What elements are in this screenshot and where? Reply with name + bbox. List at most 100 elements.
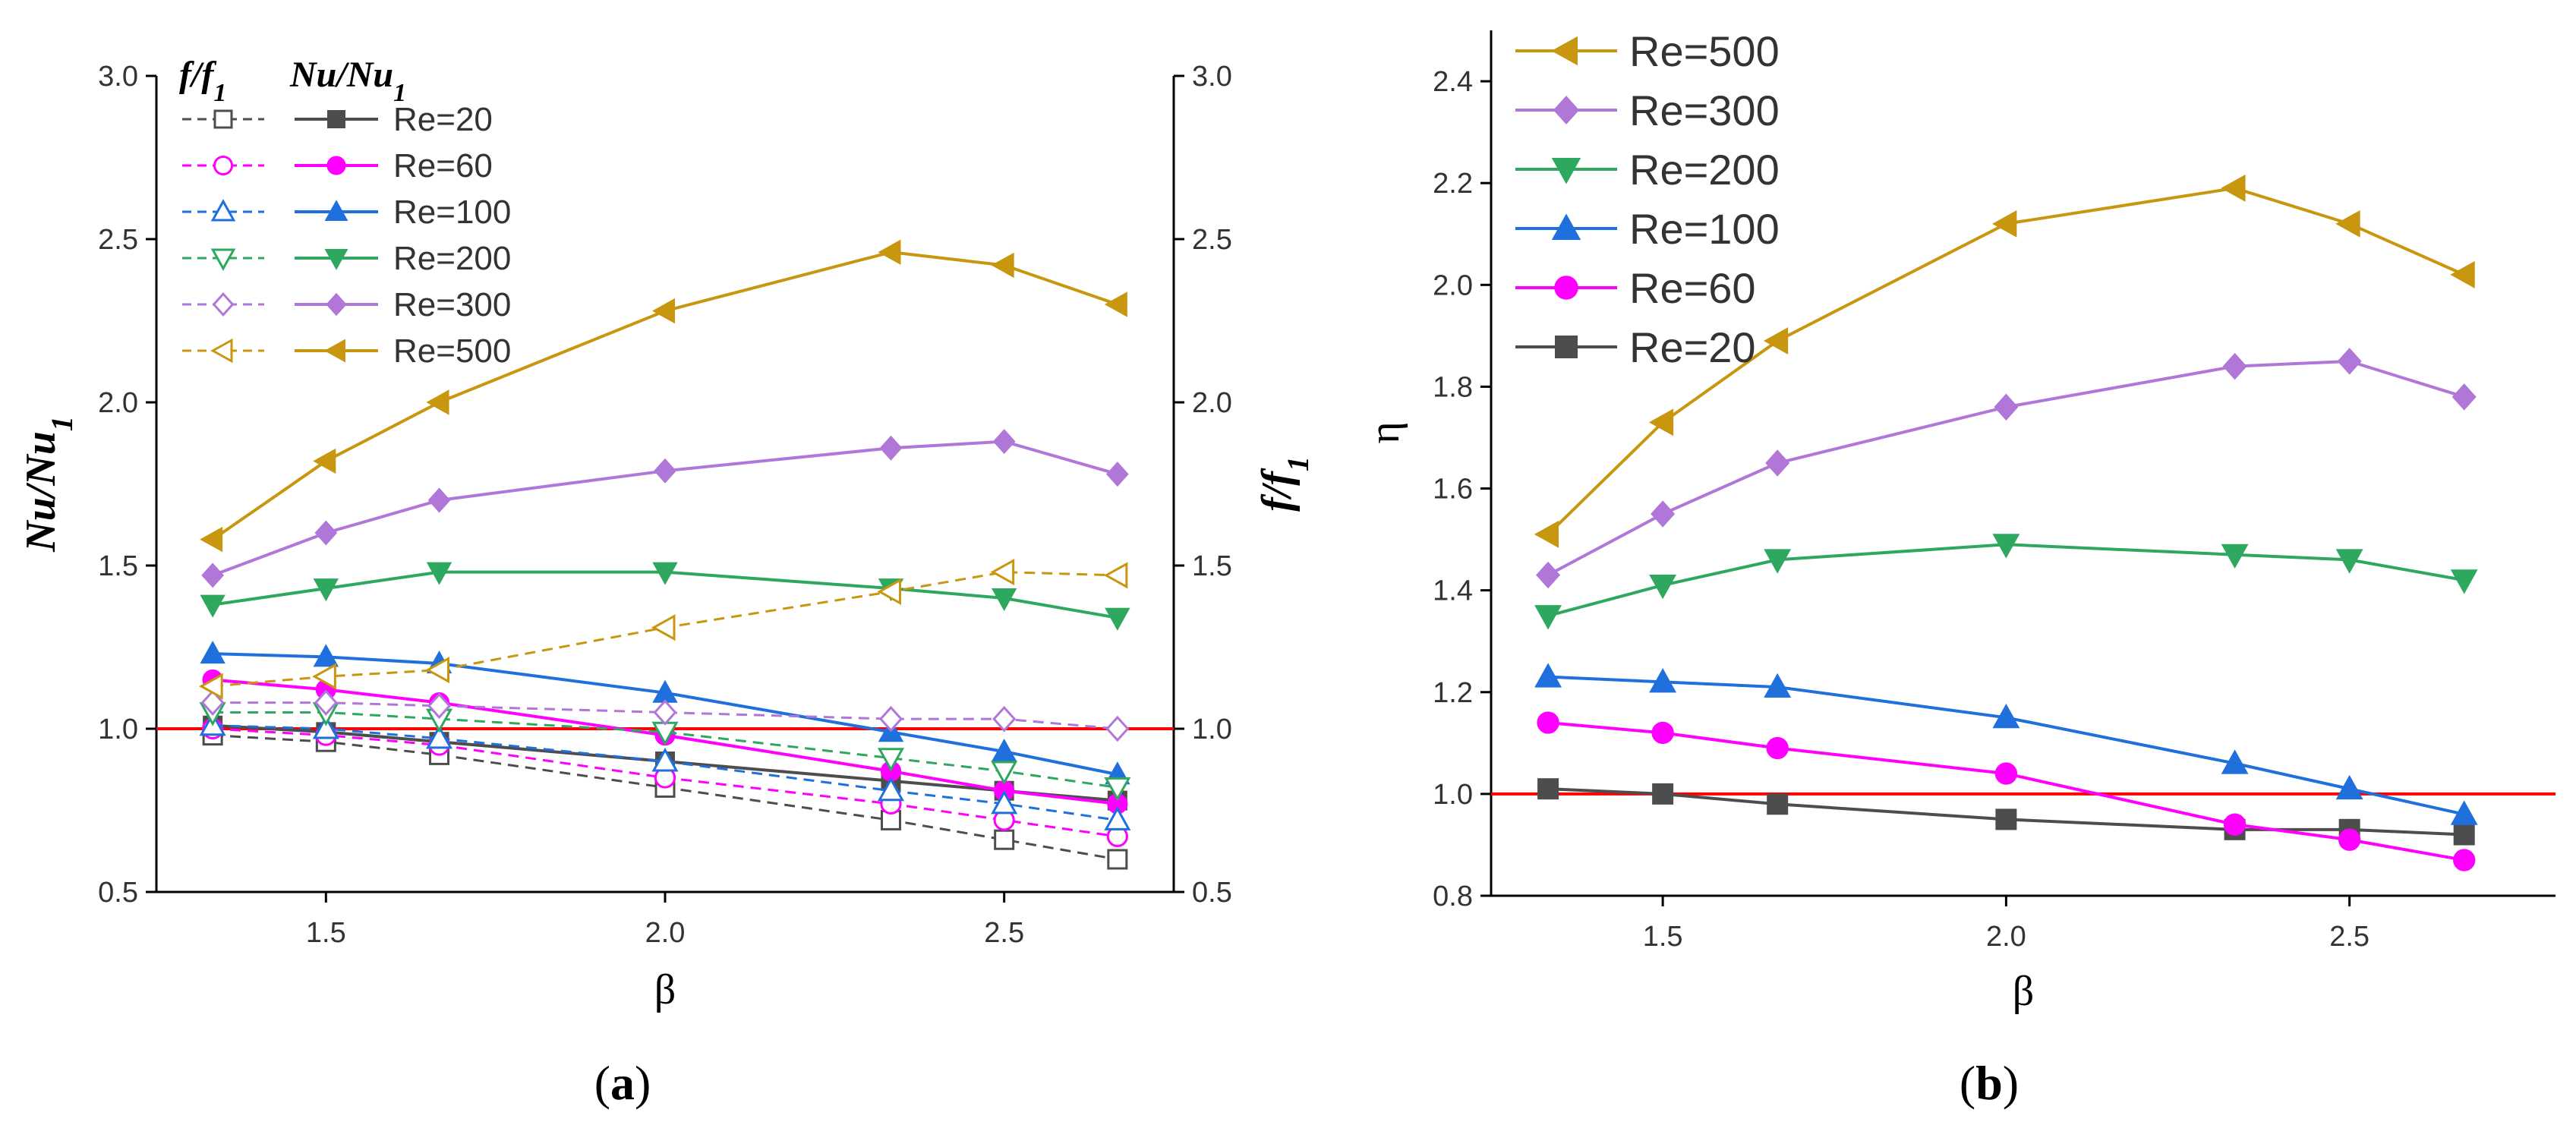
panel-a-point-f: [991, 789, 1018, 815]
panel-a-point-f: [877, 777, 905, 802]
panel-a-x-tick-label: 1.5: [306, 917, 346, 949]
panel-a-legend-label: Re=60: [393, 147, 493, 184]
panel-b-point: [2223, 813, 2247, 836]
panel-a-legend-label: Re=300: [393, 286, 511, 323]
panel-b-point: [2453, 824, 2475, 846]
panel-a-legend-marker-nu: [327, 110, 345, 128]
panel-a-point-nu: [426, 562, 452, 585]
panel-b-point: [1649, 668, 1677, 693]
panel-b-point: [1767, 793, 1789, 815]
panel-a-point-nu: [1106, 462, 1129, 487]
panel-b-point: [2221, 749, 2249, 774]
panel-b-point: [1763, 327, 1789, 355]
panel-a-point-nu: [991, 252, 1014, 279]
panel-a-point-f: [992, 705, 1017, 733]
panel-b-point: [2335, 549, 2363, 574]
panel-b-point: [2337, 348, 2362, 375]
panel-a-point-f: [878, 705, 903, 733]
panel-b-point: [1994, 393, 2019, 421]
panel-b-point: [1534, 605, 1562, 630]
panel-a-point-f: [427, 692, 452, 720]
panel-b-point: [2451, 383, 2477, 411]
panel-b-point: [1766, 736, 1789, 760]
panel-a-point-nu: [1104, 291, 1127, 317]
panel-a-x-title: β: [654, 966, 676, 1013]
panel-a-point-f: [314, 689, 338, 716]
panel-b-point: [1764, 549, 1792, 574]
panel-a-legend-header-f: f/f1: [179, 55, 226, 107]
panel-b: 0.8 1.0 1.2 1.4 1.6 1.8 2.0 2.2 2.4 1.5 2.0 2.5 β η Re…: [1361, 27, 2556, 1015]
panel-b-point: [2338, 828, 2361, 851]
panel-a-point-nu: [314, 520, 338, 546]
panel-b-y-tick-label: 0.8: [1433, 881, 1473, 912]
panel-a-point-f: [425, 657, 450, 684]
panel-b-x-tick-label: 1.5: [1643, 921, 1683, 953]
panel-a-point-f: [425, 724, 453, 749]
panel-a-x-tick-label: 2.0: [645, 917, 686, 949]
panel-b-y-tick-label: 2.4: [1433, 66, 1473, 98]
panel-a-legend-marker-nu: [324, 200, 348, 221]
panel-a-left-tick-label: 1.0: [98, 714, 138, 745]
panel-b-point: [1764, 673, 1792, 698]
panel-b-y-tick-label: 2.2: [1433, 168, 1473, 200]
panel-b-legend-marker: [1555, 336, 1578, 358]
panel-a-label: (a): [594, 1056, 651, 1110]
panel-b-point: [1537, 711, 1559, 734]
panel-a-point-nu: [200, 641, 225, 664]
panel-a-point-nu: [313, 448, 336, 474]
panel-a-point-f: [1107, 849, 1128, 870]
panel-b-label: (b): [1960, 1056, 2019, 1110]
panel-a-legend-label: Re=100: [393, 194, 511, 231]
panel-a-point-f: [877, 748, 905, 772]
panel-b-legend-marker: [1551, 213, 1581, 240]
panel-a-legend-marker-f: [213, 155, 234, 176]
panel-b-y-tick-label: 1.4: [1433, 575, 1473, 607]
panel-b-legend-marker: [1553, 96, 1580, 124]
panel-b-x-title: β: [2013, 968, 2035, 1015]
panel-a-point-f: [653, 699, 677, 726]
panel-b-y-title: η: [1361, 421, 1408, 443]
panel-b-point: [2450, 800, 2478, 825]
panel-b-point: [2453, 849, 2476, 871]
panel-a-point-nu: [200, 526, 223, 553]
panel-a-legend-label: Re=20: [393, 101, 493, 138]
panel-a-point-nu: [878, 239, 901, 265]
panel-a-point-nu: [313, 644, 339, 667]
panel-b-letter: b: [1975, 1056, 2003, 1110]
panel-b-legend-marker: [1551, 36, 1578, 66]
panel-a-point-f: [1103, 562, 1128, 589]
panel-a-x-tick-label: 2.5: [984, 917, 1024, 949]
panel-a-y-title-left: Nu/Nu1: [17, 416, 79, 553]
panel-a-point-f: [651, 747, 679, 772]
panel-a-point-nu: [1105, 607, 1130, 631]
panel-a-point-nu: [200, 594, 225, 618]
panel-a-point-f: [199, 673, 223, 700]
panel-a-left-tick-label: 0.5: [98, 877, 138, 909]
panel-a-point-f: [651, 614, 676, 641]
panel-a-legend-marker-f: [212, 292, 235, 317]
panel-b-point: [1992, 210, 2017, 238]
panel-b-legend-label: Re=60: [1629, 264, 1756, 312]
panel-a-point-f: [991, 761, 1018, 785]
panel-b-point: [1992, 534, 2020, 559]
panel-a-point-nu: [201, 562, 224, 588]
panel-a-point-f: [994, 829, 1015, 850]
panel-b-y-tick-label: 1.8: [1433, 371, 1473, 403]
panel-b-point: [2221, 174, 2246, 202]
panel-b-plot-area: [1534, 174, 2478, 871]
panel-b-point: [2450, 569, 2478, 594]
panel-a-left-tick-label: 2.5: [98, 224, 138, 256]
panel-b-y-tick-label: 1.0: [1433, 779, 1473, 811]
panel-b-y-tick-label: 1.2: [1433, 677, 1473, 709]
panel-a-point-nu: [992, 429, 1016, 455]
panel-a-left-tick-label: 1.5: [98, 550, 138, 582]
panel-b-point: [1536, 561, 1561, 589]
panel-b-point: [2222, 352, 2247, 380]
panel-a-legend-marker-f: [210, 199, 236, 222]
panel-b-point: [1648, 408, 1674, 436]
panel-b-point: [2335, 210, 2360, 238]
panel-a-legend-label: Re=500: [393, 332, 511, 370]
panel-a-left-tick-label: 3.0: [98, 61, 138, 93]
